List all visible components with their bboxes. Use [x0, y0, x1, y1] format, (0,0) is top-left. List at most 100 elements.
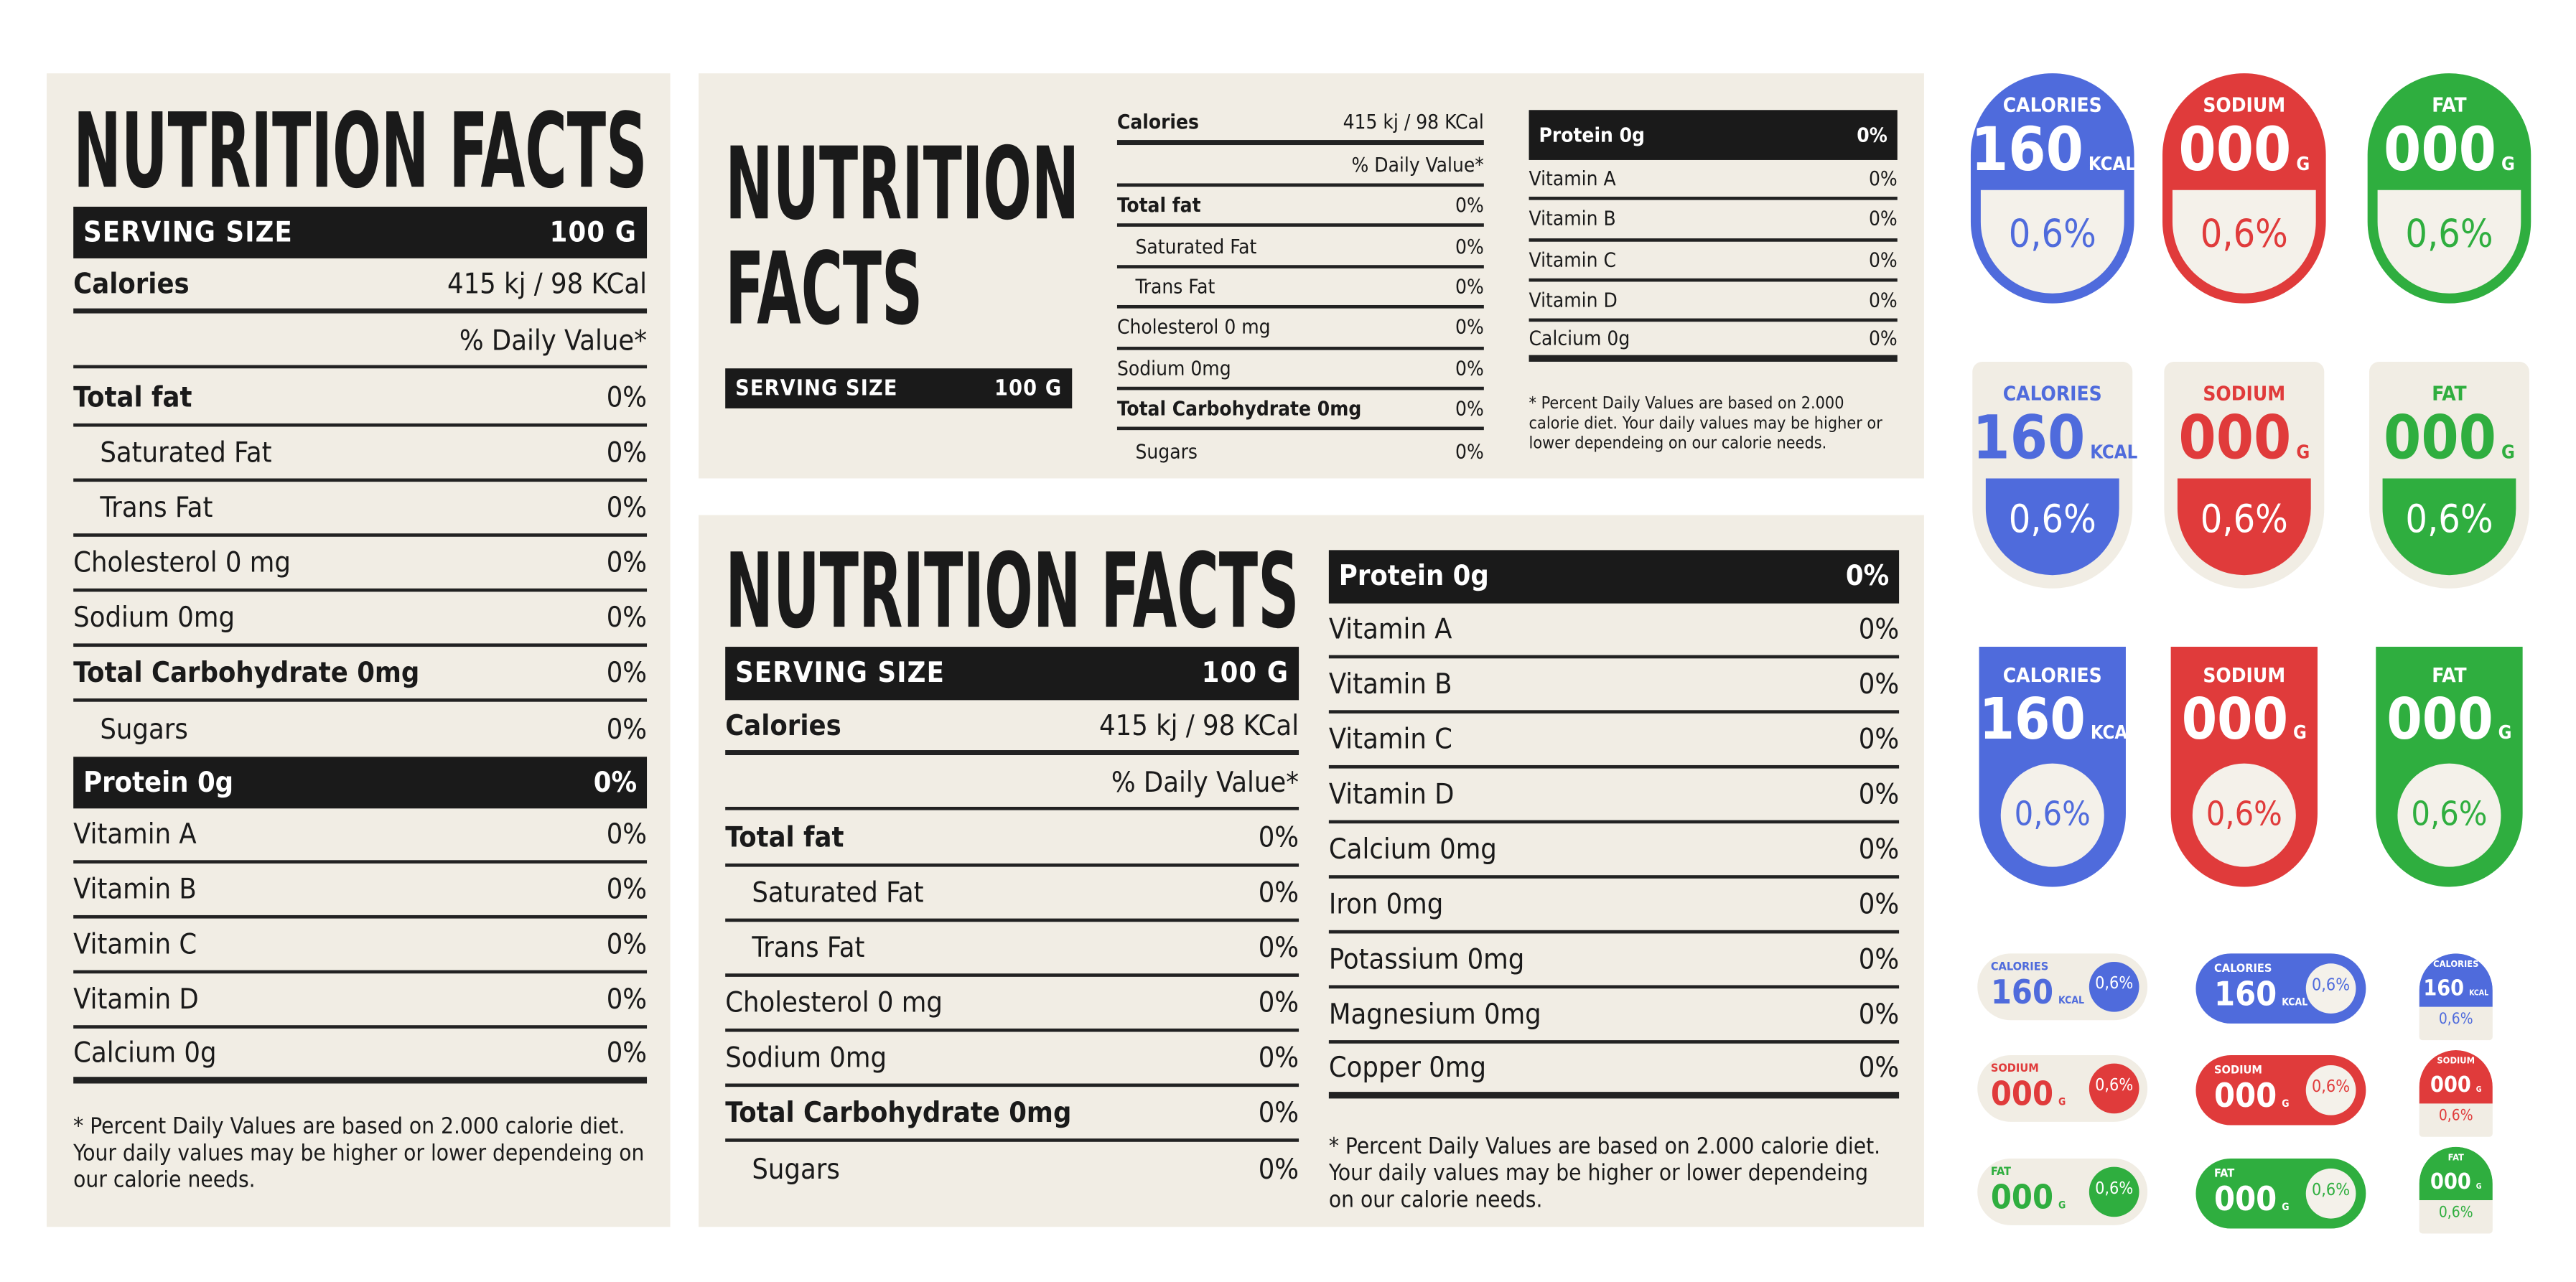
nutrition-row: Trans Fat 0%	[1116, 268, 1484, 309]
badge-inner: 0,6%	[2377, 190, 2521, 294]
row-label: Copper 0mg	[1328, 1051, 1487, 1085]
amount: 000	[2384, 116, 2497, 185]
row-label: Vitamin C	[1529, 248, 1616, 271]
badge-amount: 000 G	[2214, 1179, 2290, 1219]
row-label: Trans Fat	[1135, 275, 1215, 299]
badge: CALORIES 160 KCAL 0,6%	[1977, 953, 2148, 1021]
row-value: 415 kj / 98 KCal	[447, 268, 648, 302]
nutrition-row: Saturated Fat 0%	[73, 427, 647, 482]
badge-label: FAT	[1990, 1165, 2012, 1179]
row-label: Total fat	[73, 380, 192, 415]
badge-inner: 0,6%	[2089, 961, 2139, 1012]
nutrition-row: Calories 415 kj / 98 KCal	[73, 262, 647, 314]
badge: SODIUM 000 G 0,6%	[2195, 1055, 2366, 1126]
row-label: Saturated Fat	[100, 436, 272, 469]
badge-inner: 0,6%	[2089, 1063, 2139, 1114]
nutrition-row: Total fat 0%	[1116, 187, 1484, 228]
amount: 160	[1990, 971, 2054, 1012]
badge-percent: 0,6%	[2008, 498, 2096, 542]
nutrition-row: Vitamin D 0%	[1529, 281, 1898, 322]
row-value: 0%	[606, 601, 648, 635]
row-label: Potassium 0mg	[1328, 942, 1525, 976]
badge-percent: 0,6%	[2200, 213, 2288, 257]
row-label: Calcium 0g	[73, 1036, 217, 1070]
badge-amount: 000 G	[2214, 1075, 2290, 1115]
row-label: SERVING SIZE	[735, 656, 946, 691]
unit: KCAL	[2088, 153, 2136, 175]
unit: G	[2292, 721, 2307, 744]
row-value: 0%	[606, 490, 648, 525]
nutrition-row: Vitamin D 0%	[1328, 769, 1900, 824]
nutrition-row: SERVING SIZE 100 G	[725, 368, 1073, 408]
row-value: 100 G	[994, 375, 1063, 401]
badge-label: CALORIES	[2002, 93, 2102, 117]
badge-percent: 0,6%	[2312, 976, 2351, 996]
row-label: Sugars	[752, 1152, 840, 1187]
row-label: Calcium 0mg	[1328, 832, 1497, 866]
nutrition-row: Sugars 0%	[73, 702, 647, 757]
amount: 160	[1979, 686, 2086, 754]
row-value: 0%	[1258, 986, 1299, 1020]
amount: 000	[2178, 116, 2292, 185]
badge: SODIUM 000 G 0,6%	[2419, 1050, 2493, 1137]
label-title: NUTRITION FACTS	[73, 90, 648, 212]
nutrition-row: Cholesterol 0 mg 0%	[725, 977, 1299, 1032]
badge-amount: 160 KCAL	[2419, 970, 2493, 1002]
panel	[699, 515, 1924, 1227]
row-value: 0%	[1858, 1051, 1900, 1085]
row-value: 0%	[593, 766, 638, 800]
amount: 000	[2214, 1178, 2277, 1219]
panel	[47, 73, 671, 1227]
nutrition-row: Vitamin B 0%	[73, 864, 647, 919]
row-value: 0%	[1858, 997, 1900, 1031]
nutrition-row: Calcium 0g 0%	[73, 1029, 647, 1084]
row-value: 0%	[1858, 668, 1900, 701]
row-label: Vitamin B	[1529, 207, 1616, 231]
badge-amount: 000 G	[2171, 687, 2318, 754]
row-label: Trans Fat	[100, 490, 213, 525]
nutrition-row: Vitamin B 0%	[1328, 658, 1900, 713]
nutrition-row: Sodium 0mg 0%	[725, 1032, 1299, 1087]
amount: 000	[2430, 1073, 2471, 1099]
row-label: Total Carbohydrate 0mg	[73, 655, 420, 690]
nutrition-row: Calories 415 kj / 98 KCal	[725, 703, 1299, 756]
badge-amount: 000 G	[1991, 1074, 2066, 1114]
row-value: 0%	[606, 436, 648, 469]
amount: 000	[1990, 1176, 2054, 1217]
row-value: 0%	[1258, 1152, 1299, 1187]
row-label: Protein 0g	[1539, 123, 1646, 147]
nutrition-row: Vitamin C 0%	[1328, 713, 1900, 769]
nutrition-row: % Daily Value*	[725, 759, 1299, 810]
row-label: Cholesterol 0 mg	[725, 986, 943, 1020]
row-label: Protein 0g	[1338, 560, 1489, 594]
row-value: 0%	[1858, 832, 1900, 866]
badge-percent: 0,6%	[2438, 1205, 2473, 1222]
badge-percent: 0,6%	[2095, 1180, 2134, 1199]
badge-inner: 0,6%	[2397, 763, 2501, 867]
badge-amount: 000 G	[2376, 687, 2522, 754]
row-value: 0%	[606, 1036, 648, 1070]
row-value: 0%	[1858, 612, 1900, 646]
nutrition-row: Total fat 0%	[73, 372, 647, 427]
badge: SODIUM 000 G 0,6%	[2164, 361, 2325, 589]
row-value: 0%	[1455, 234, 1484, 258]
badge-amount: 000 G	[2419, 1067, 2493, 1099]
badge-percent: 0,6%	[2014, 793, 2091, 834]
nutrition-row: Vitamin A 0%	[1328, 604, 1900, 659]
badge-label: FAT	[2214, 1166, 2235, 1181]
badge-label: FAT	[2447, 1154, 2464, 1164]
badge-inner: 0,6%	[2305, 1168, 2356, 1219]
row-label: Total Carbohydrate 0mg	[725, 1095, 1072, 1130]
row-label: Trans Fat	[752, 931, 865, 965]
unit: G	[2501, 441, 2515, 464]
row-value: 0%	[606, 818, 648, 851]
badge: FAT 000 G 0,6%	[2195, 1158, 2366, 1229]
nutrition-row: % Daily Value*	[1116, 146, 1484, 187]
badge-amount: 000 G	[2419, 1164, 2493, 1195]
amount: 160	[2214, 973, 2277, 1014]
badge: FAT 000 G 0,6%	[2376, 647, 2523, 887]
row-value: 0%	[1258, 876, 1299, 909]
row-label: Protein 0g	[83, 766, 234, 800]
row-value: 0%	[1868, 167, 1898, 191]
nutrition-row: Sodium 0mg 0%	[1116, 350, 1484, 390]
